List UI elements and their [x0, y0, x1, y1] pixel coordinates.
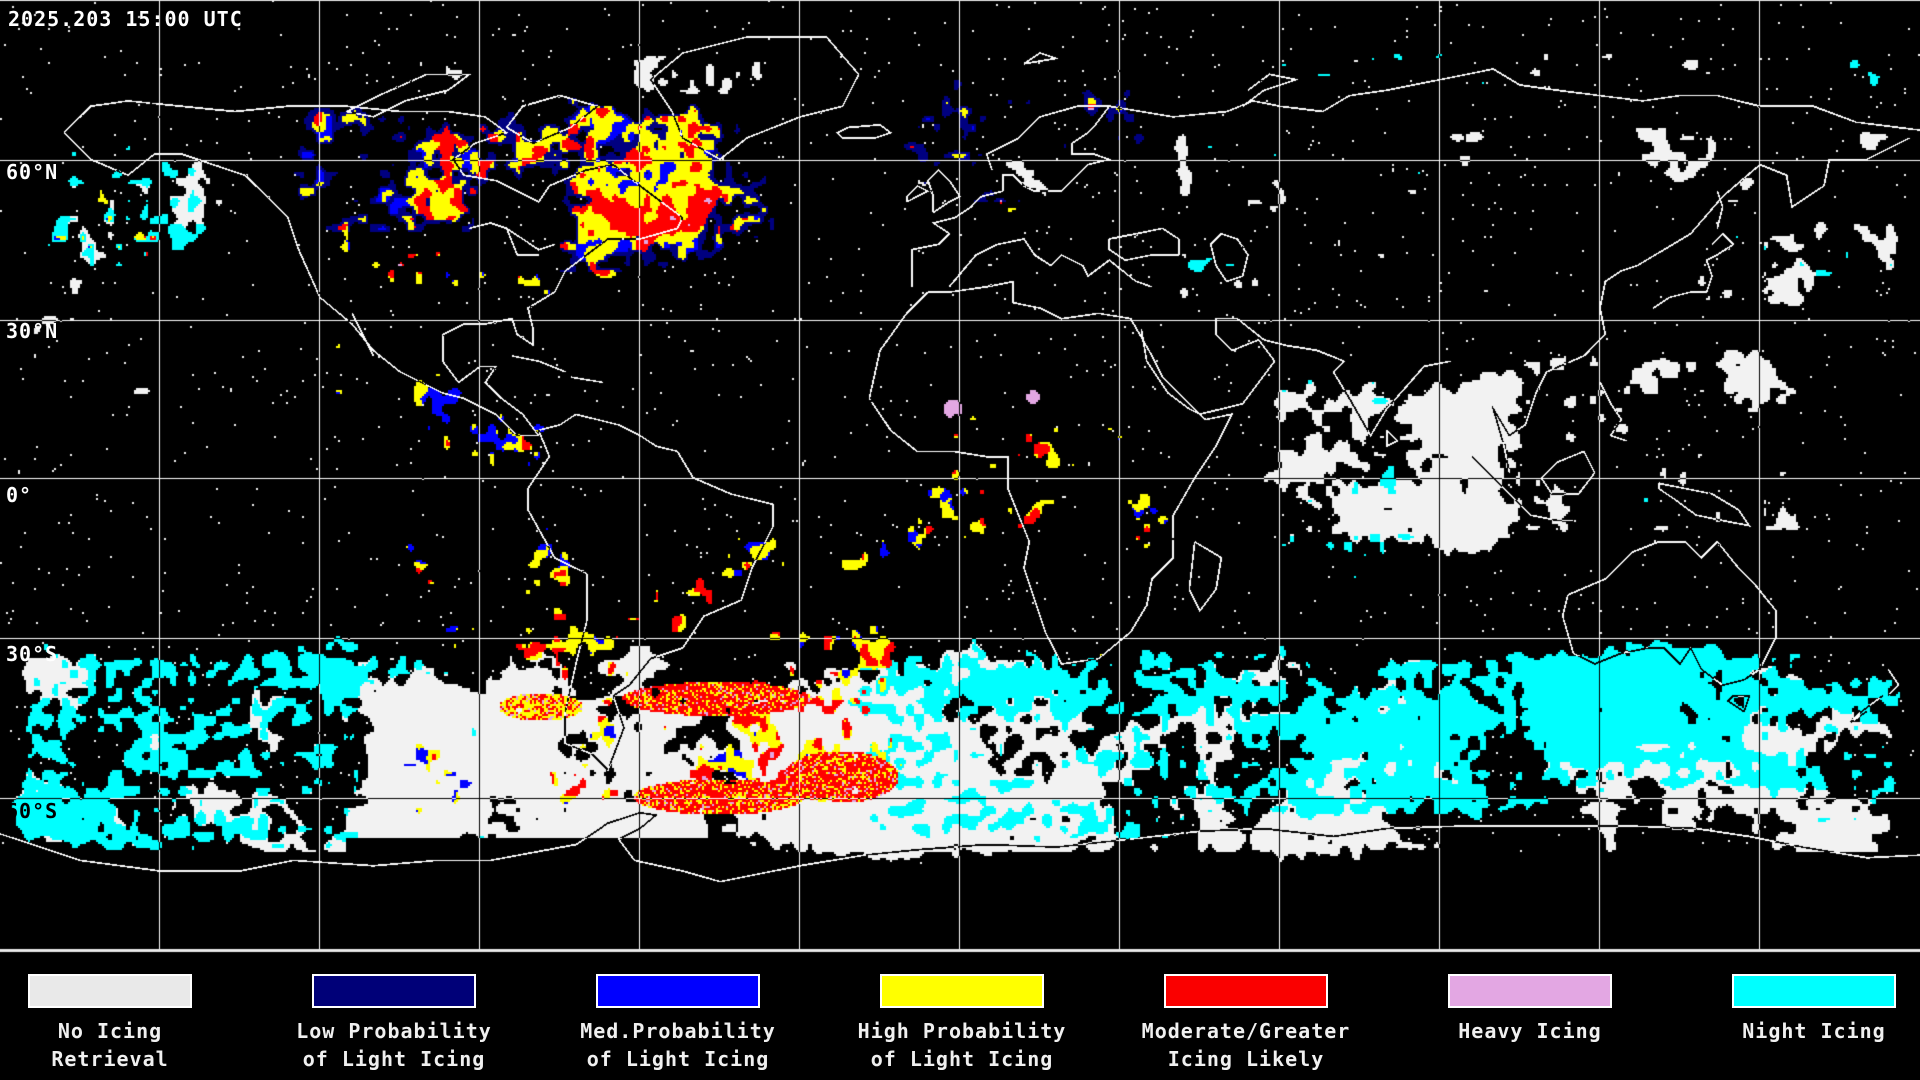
legend-label-line2: Icing Likely [1167, 1047, 1325, 1071]
legend-label-line1: Night Icing [1742, 1019, 1886, 1043]
legend-label-line1: Low Probability [296, 1019, 492, 1043]
legend-swatch [28, 974, 192, 1008]
legend-swatch [1732, 974, 1896, 1008]
legend-label-line2: of Light Icing [586, 1047, 770, 1071]
legend-swatch [1164, 974, 1328, 1008]
legend-label-line1: Med.Probability [580, 1019, 776, 1043]
legend-swatch [1448, 974, 1612, 1008]
legend-swatch [312, 974, 476, 1008]
legend-item: Moderate/Greater Icing Likely [1104, 974, 1388, 1073]
legend-item: Low Probability of Light Icing [252, 974, 536, 1073]
world-map-canvas [0, 0, 1920, 953]
legend-label-line1: No Icing [57, 1019, 163, 1043]
legend-label-line2 [1388, 1045, 1672, 1073]
lat-label: 60°N [6, 160, 59, 184]
legend-item: Heavy Icing [1388, 974, 1672, 1073]
legend-item: No Icing Retrieval [0, 974, 252, 1073]
legend-item: High Probability of Light Icing [820, 974, 1104, 1073]
legend-swatch [596, 974, 760, 1008]
lat-label: 30°N [6, 319, 59, 343]
legend-label-line2: Retrieval [51, 1047, 169, 1071]
legend-label-line2: of Light Icing [302, 1047, 486, 1071]
legend-label-line2: of Light Icing [870, 1047, 1054, 1071]
timestamp: 2025.203 15:00 UTC [8, 7, 243, 31]
legend-item: Med.Probability of Light Icing [536, 974, 820, 1073]
lat-label: 0° [6, 483, 33, 507]
legend-label-line1: Moderate/Greater [1141, 1019, 1351, 1043]
lat-label: 60°S [6, 799, 59, 823]
legend-label-line1: High Probability [857, 1019, 1067, 1043]
legend-label-line1: Heavy Icing [1458, 1019, 1602, 1043]
legend-item: Night Icing [1672, 974, 1920, 1073]
legend-label-line2 [1672, 1045, 1920, 1073]
legend-swatch [880, 974, 1044, 1008]
lat-label: 30°S [6, 642, 59, 666]
